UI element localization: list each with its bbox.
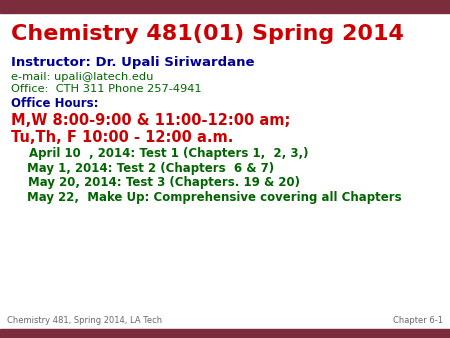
Bar — [0, 329, 450, 338]
Text: Chemistry 481, Spring 2014, LA Tech: Chemistry 481, Spring 2014, LA Tech — [7, 316, 162, 325]
Text: M,W 8:00-9:00 & 11:00-12:00 am;: M,W 8:00-9:00 & 11:00-12:00 am; — [11, 113, 291, 128]
Text: April 10  , 2014: Test 1 (Chapters 1,  2, 3,): April 10 , 2014: Test 1 (Chapters 1, 2, … — [29, 147, 309, 160]
Text: May 1, 2014: Test 2 (Chapters  6 & 7): May 1, 2014: Test 2 (Chapters 6 & 7) — [27, 162, 274, 174]
Text: May 22,  Make Up: Comprehensive covering all Chapters: May 22, Make Up: Comprehensive covering … — [27, 191, 401, 203]
Text: Tu,Th, F 10:00 - 12:00 a.m.: Tu,Th, F 10:00 - 12:00 a.m. — [11, 130, 234, 145]
Text: Office:  CTH 311 Phone 257-4941: Office: CTH 311 Phone 257-4941 — [11, 84, 202, 94]
Text: Instructor: Dr. Upali Siriwardane: Instructor: Dr. Upali Siriwardane — [11, 56, 255, 69]
Text: May 20, 2014: Test 3 (Chapters. 19 & 20): May 20, 2014: Test 3 (Chapters. 19 & 20) — [28, 176, 300, 189]
Text: Office Hours:: Office Hours: — [11, 97, 99, 110]
Text: Chemistry 481(01) Spring 2014: Chemistry 481(01) Spring 2014 — [11, 24, 404, 44]
Text: Chapter 6-1: Chapter 6-1 — [393, 316, 443, 325]
Text: e-mail: upali@latech.edu: e-mail: upali@latech.edu — [11, 72, 153, 82]
Bar — [0, 0, 450, 13]
